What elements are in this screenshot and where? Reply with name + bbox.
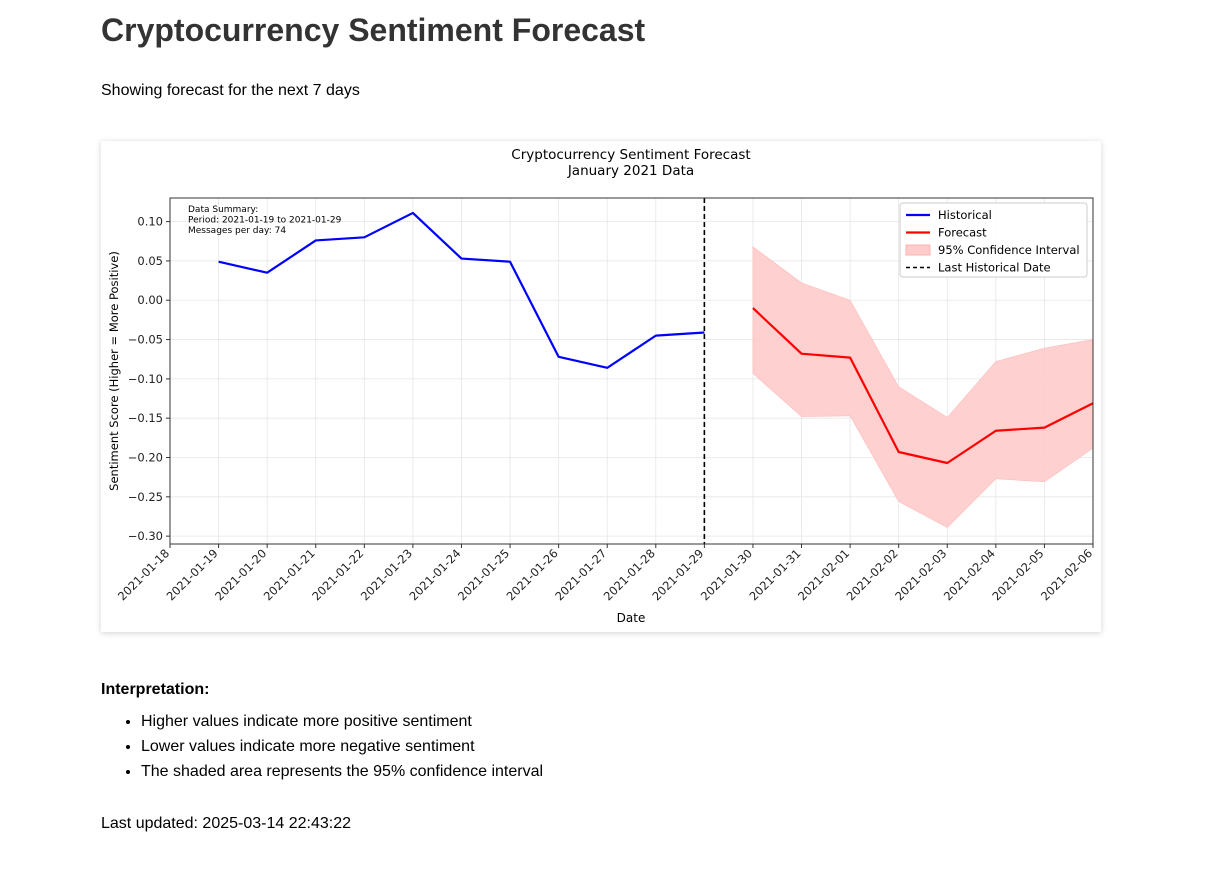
legend-label: Forecast (938, 226, 987, 240)
interpretation-heading: Interpretation: (101, 681, 210, 698)
legend-box (899, 202, 1088, 278)
y-tick-label: 0.10 (137, 215, 163, 229)
line-layer (218, 198, 1094, 544)
legend-label: Last Historical Date (938, 261, 1051, 275)
forecast-line (752, 307, 1094, 465)
y-tick-label: 0.05 (137, 254, 163, 268)
y-tick-label: −0.25 (128, 490, 163, 504)
chart-subtitle: January 2021 Data (567, 163, 694, 179)
interpretation-item: Higher values indicate more positive sen… (141, 712, 543, 731)
legend-swatch (905, 244, 931, 256)
summary-text: Data Summary: (188, 205, 258, 215)
interpretation-list: Higher values indicate more positive sen… (101, 712, 543, 787)
y-tick-label: 0.00 (137, 293, 163, 307)
summary-text: Messages per day: 74 (188, 226, 286, 236)
ci-layer (752, 246, 1094, 528)
x-tick-label: 2021-02-06 (1038, 546, 1095, 603)
legend-label: 95% Confidence Interval (938, 243, 1080, 257)
sentiment-chart: 0.10 0.05 0.00 −0.05 −0.10 −0.15 −0.20 −0.25 −0.… (107, 147, 1095, 625)
y-tick-label: −0.10 (128, 372, 163, 386)
page-title: Cryptocurrency Sentiment Forecast (101, 12, 646, 48)
interpretation-item: The shaded area represents the 95% confi… (141, 762, 543, 781)
text-layer: Cryptocurrency Sentiment ForecastJanuary… (107, 147, 751, 625)
page-subtitle: Showing forecast for the next 7 days (101, 82, 360, 99)
y-axis-label: Sentiment Score (Higher = More Positive) (107, 251, 121, 491)
y-tick-label: −0.15 (128, 411, 163, 425)
legend-label: Historical (938, 208, 992, 222)
confidence-band (752, 246, 1094, 528)
plot-frame (169, 197, 1094, 545)
legend-layer: Historical Forecast 95% Confidence Interva… (899, 202, 1088, 278)
summary-text: Period: 2021-01-19 to 2021-01-29 (188, 216, 342, 226)
y-tick-label: −0.30 (128, 529, 163, 543)
last-updated: Last updated: 2025-03-14 22:43:22 (101, 815, 351, 832)
y-tick-label: −0.05 (128, 333, 163, 347)
y-tick-label: −0.20 (128, 451, 163, 465)
chart-title: Cryptocurrency Sentiment Forecast (511, 147, 750, 163)
interpretation-item: Lower values indicate more negative sent… (141, 737, 543, 756)
chart-card: 0.10 0.05 0.00 −0.05 −0.10 −0.15 −0.20 −0.25 −0.… (101, 141, 1101, 632)
x-axis-label: Date (617, 611, 646, 625)
